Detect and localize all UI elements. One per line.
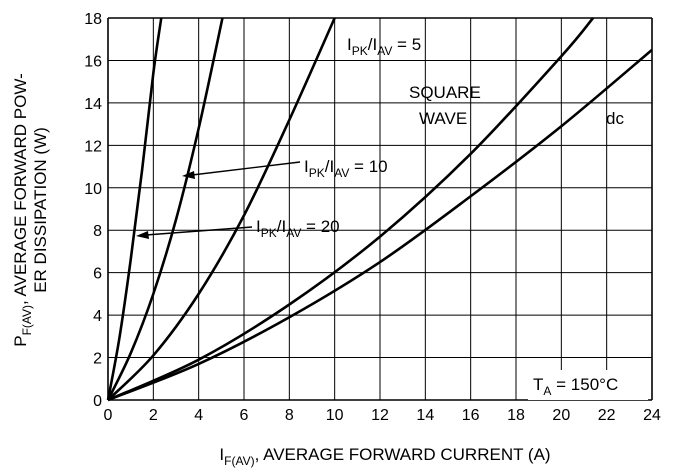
x-tick-label: 12 bbox=[371, 407, 389, 424]
x-tick-labels: 0 2 4 6 8 10 12 14 16 18 20 22 24 bbox=[104, 407, 661, 424]
x-tick-label: 2 bbox=[149, 407, 158, 424]
y-tick-labels: 0 2 4 6 8 10 12 14 16 18 bbox=[84, 11, 102, 410]
y-tick-label: 10 bbox=[84, 181, 102, 198]
annotation-ipk-iav-10: IPK/IAV = 10 bbox=[304, 157, 388, 180]
x-tick-label: 24 bbox=[643, 407, 661, 424]
y-tick-label: 18 bbox=[84, 11, 102, 28]
x-tick-label: 8 bbox=[285, 407, 294, 424]
annotation-dc: dc bbox=[606, 109, 624, 128]
x-tick-label: 10 bbox=[326, 407, 344, 424]
y-axis-label-line2: ER DISSIPATION (W) bbox=[31, 127, 50, 293]
y-tick-label: 16 bbox=[84, 53, 102, 70]
x-tick-label: 0 bbox=[104, 407, 113, 424]
annotation-wave: WAVE bbox=[419, 109, 467, 128]
x-tick-label: 18 bbox=[507, 407, 525, 424]
x-tick-label: 4 bbox=[194, 407, 203, 424]
y-tick-label: 2 bbox=[93, 351, 102, 368]
x-axis-label: IF(AV), AVERAGE FORWARD CURRENT (A) bbox=[219, 445, 550, 468]
y-tick-label: 0 bbox=[93, 393, 102, 410]
condition-box-bg bbox=[528, 370, 648, 400]
series-line-0 bbox=[106, 17, 163, 401]
x-tick-label: 16 bbox=[462, 407, 480, 424]
x-tick-label: 22 bbox=[598, 407, 616, 424]
x-tick-label: 20 bbox=[552, 407, 570, 424]
series-line-1 bbox=[106, 17, 224, 401]
x-tick-label: 6 bbox=[240, 407, 249, 424]
x-tick-label: 14 bbox=[416, 407, 434, 424]
y-tick-label: 12 bbox=[84, 138, 102, 155]
y-tick-label: 14 bbox=[84, 96, 102, 113]
series-line-4 bbox=[107, 48, 653, 402]
arrowhead-10 bbox=[182, 171, 195, 179]
annotation-ipk-iav-20: IPK/IAV = 20 bbox=[256, 217, 340, 240]
condition-label: TA = 150°C bbox=[533, 375, 618, 398]
annotation-square: SQUARE bbox=[409, 83, 481, 102]
y-tick-label: 4 bbox=[93, 308, 102, 325]
series-line-2 bbox=[107, 17, 336, 401]
arrow-line-10 bbox=[191, 161, 301, 176]
arrowhead-20 bbox=[136, 231, 149, 239]
arrow-line-20 bbox=[145, 226, 253, 236]
y-tick-label: 8 bbox=[93, 223, 102, 240]
y-tick-label: 6 bbox=[93, 266, 102, 283]
y-axis-label-line1: PF(AV), AVERAGE FORWARD POW- bbox=[11, 73, 34, 347]
grid bbox=[107, 17, 653, 401]
series-line-3 bbox=[107, 17, 595, 402]
curves bbox=[106, 17, 653, 402]
annotation-ipk-iav-5: IPK/IAV = 5 bbox=[347, 35, 421, 58]
